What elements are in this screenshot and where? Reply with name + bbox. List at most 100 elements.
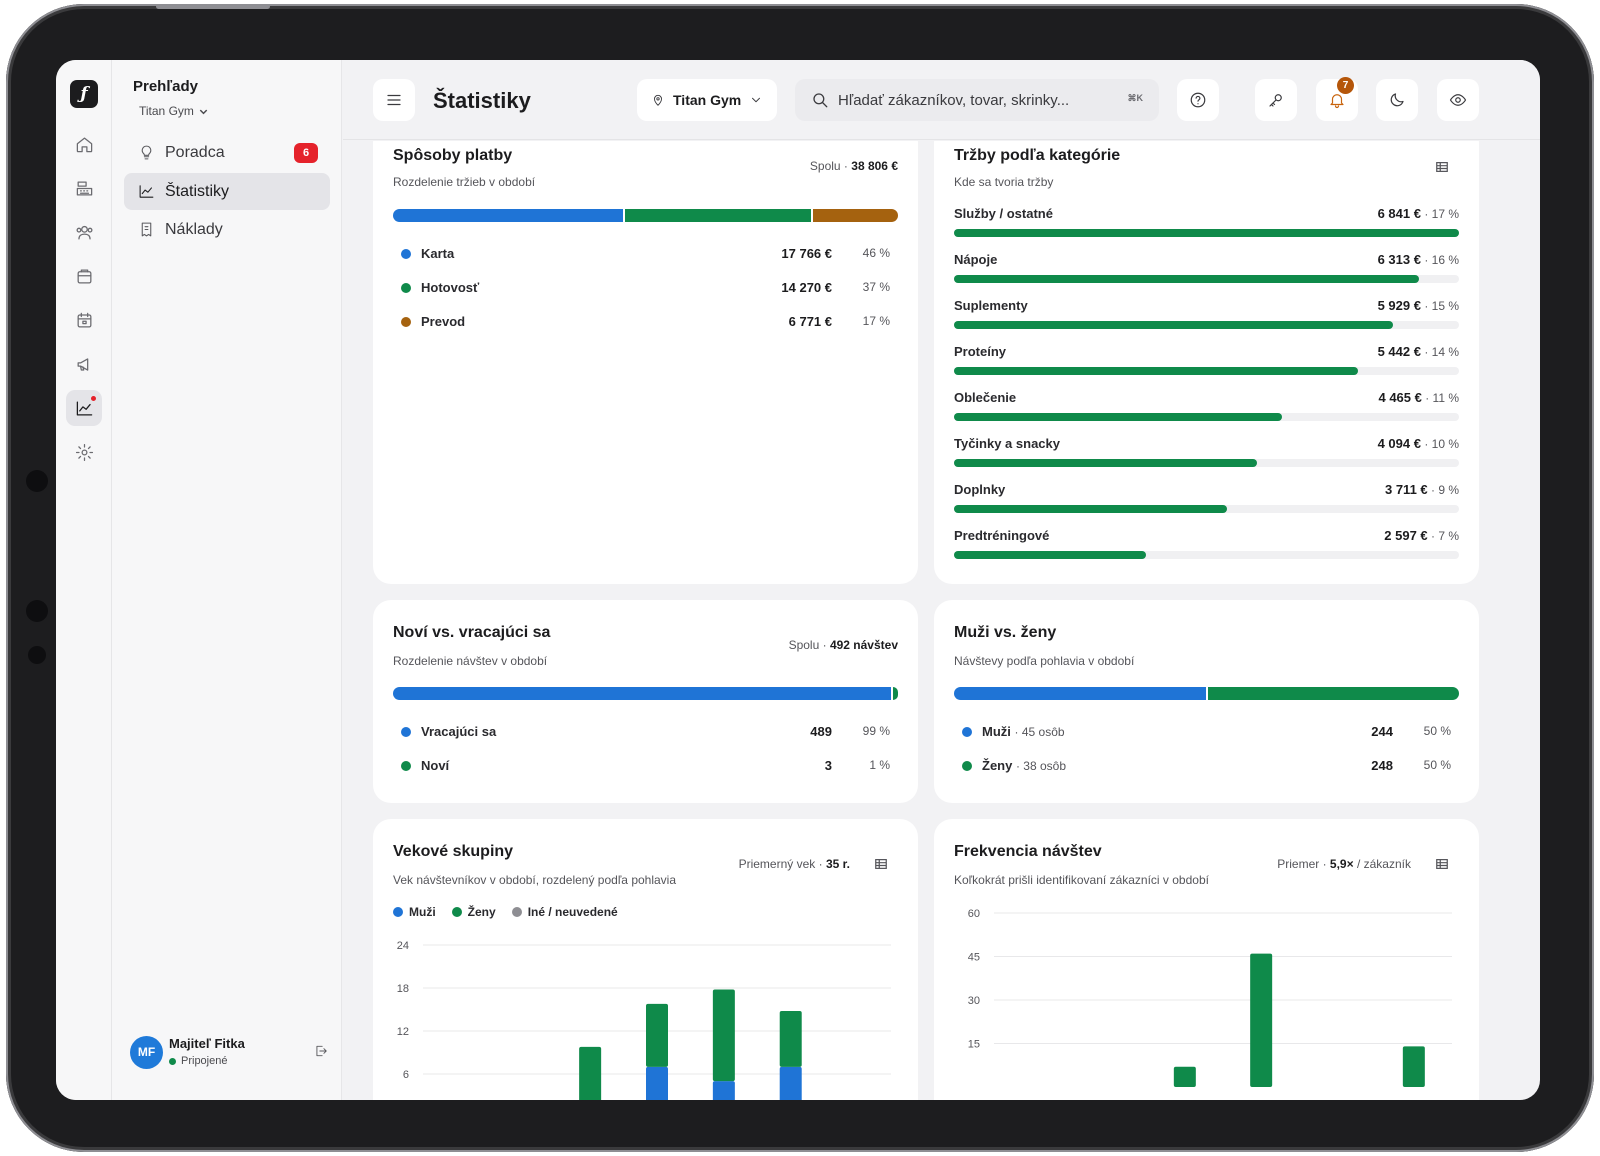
notifications-button[interactable]: 7 [1316, 77, 1358, 121]
legend-row: Vracajúci sa 489 99 % [401, 722, 890, 742]
payment-segment-hotovost [625, 209, 811, 222]
shortcut-hint: ⌘K [1127, 93, 1144, 103]
gym-switcher[interactable]: Titan Gym [139, 104, 209, 118]
category-bar-fill [954, 229, 1459, 237]
legend-dot [511, 907, 522, 917]
legend-value: 3 [824, 758, 832, 773]
calendar-icon[interactable] [66, 302, 102, 338]
meta-value: 35 r. [825, 857, 850, 871]
payments-total: Spolu · 38 806 € [810, 159, 898, 173]
megaphone-icon[interactable] [66, 346, 102, 382]
payment-segment-prevod [812, 209, 898, 222]
legend-row: Hotovosť 14 270 € 37 % [401, 278, 890, 298]
category-amount: 5 442 € · 14 % [1378, 344, 1459, 359]
category-value: 6 841 € [1377, 206, 1421, 221]
legend-item[interactable]: Ženy [451, 905, 496, 919]
y-tick-label: 45 [968, 952, 980, 964]
user-name: Majiteľ Fitka [169, 1036, 245, 1051]
bar [712, 1081, 735, 1100]
table-view-icon[interactable] [874, 857, 888, 871]
category-amount: 6 313 € · 16 % [1378, 252, 1459, 267]
key-icon [1269, 94, 1282, 107]
table-view-icon[interactable] [1435, 160, 1449, 174]
legend-label: Prevod [421, 314, 466, 329]
statistics-icon[interactable] [66, 390, 102, 426]
menu-button[interactable] [373, 79, 415, 121]
gym-name: Titan Gym [139, 104, 194, 118]
products-icon[interactable] [66, 258, 102, 294]
category-amount: 4 465 € · 11 % [1378, 390, 1459, 405]
legend-percent: 37 % [862, 280, 890, 294]
people-count: · 38 osôb [1015, 759, 1067, 773]
moon-icon [1390, 93, 1404, 107]
card-title: Vekové skupiny [393, 843, 514, 860]
category-bar-fill [954, 505, 1227, 513]
legend-percent: 1 % [869, 758, 890, 772]
legend-value: 489 [810, 724, 832, 739]
legend-dot [393, 907, 403, 917]
legend-dot [401, 761, 411, 771]
category-value: 5 442 € [1377, 344, 1421, 359]
legend-value: 17 766 € [781, 246, 832, 261]
legend-dot [401, 727, 411, 737]
category-percent: · 15 % [1424, 299, 1459, 313]
category-bar-track [954, 551, 1459, 559]
sidebar-item-statistiky[interactable]: Štatistiky [124, 173, 330, 210]
category-value: 5 929 € [1377, 298, 1421, 313]
unread-dot [90, 395, 97, 402]
settings-gear-icon[interactable] [66, 434, 102, 470]
customers-icon[interactable] [66, 214, 102, 250]
search-input[interactable]: Hľadať zákazníkov, tovar, skrinky... ⌘K [795, 79, 1159, 121]
sidebar-item-naklady[interactable]: Náklady [124, 211, 330, 248]
app-screen: ƒ Prehľady Titan Gym Poradca 6 Štatistik… [56, 60, 1540, 1100]
legend-value: 244 [1371, 724, 1393, 739]
bar [779, 1066, 802, 1100]
age-groups-chart: 24 18 12 6 [397, 940, 891, 1100]
legend-dot [401, 249, 411, 259]
bell-icon [1330, 94, 1344, 109]
y-tick-label: 24 [397, 940, 409, 952]
search-placeholder: Hľadať zákazníkov, tovar, skrinky... [838, 91, 1070, 109]
dark-mode-button[interactable] [1376, 79, 1418, 121]
legend-percent: 46 % [862, 246, 890, 260]
meta-label: Priemerný vek · [738, 857, 823, 871]
legend-row: Noví 3 1 % [401, 756, 890, 776]
legend-label: Karta [421, 246, 455, 261]
home-icon[interactable] [66, 126, 102, 162]
legend-row: Muži · 45 osôb 244 50 % [962, 722, 1451, 742]
card-subtitle: Rozdelenie návštev v období [393, 654, 548, 668]
avatar[interactable]: MF [130, 1036, 163, 1069]
category-percent: · 14 % [1424, 345, 1459, 359]
logout-icon[interactable] [314, 1044, 330, 1060]
category-name: Oblečenie [954, 390, 1017, 405]
legend-item[interactable]: Iné / neuvedené [511, 905, 618, 919]
card-title: Spôsoby platby [393, 147, 513, 164]
sidebar-item-poradca[interactable]: Poradca 6 [124, 134, 330, 171]
table-view-icon[interactable] [1435, 857, 1449, 871]
visibility-button[interactable] [1437, 79, 1479, 121]
visits-segment-new [892, 687, 898, 700]
legend-percent: 99 % [862, 724, 890, 738]
legend-item[interactable]: Muži [393, 905, 436, 919]
sidebar-title: Prehľady [133, 78, 198, 95]
help-button[interactable] [1177, 79, 1219, 121]
category-bar-track [954, 321, 1459, 329]
legend-label: Noví [421, 758, 450, 773]
location-selector[interactable]: Titan Gym [637, 79, 777, 121]
y-tick-label: 12 [397, 1026, 409, 1038]
meta-value: 5,9× [1329, 857, 1354, 871]
legend-label: Ženy · 38 osôb [982, 758, 1066, 773]
category-amount: 4 094 € · 10 % [1378, 436, 1459, 451]
meta-suffix: / zákazník [1356, 857, 1411, 871]
y-tick-label: 15 [968, 1039, 980, 1051]
cash-register-icon[interactable] [66, 170, 102, 206]
key-button[interactable] [1255, 79, 1297, 121]
visits-stack-bar [393, 687, 898, 700]
visits-segment-returning [393, 687, 891, 700]
page-title: Štatistiky [433, 88, 531, 113]
app-logo[interactable]: ƒ [70, 80, 98, 108]
eye-icon [1449, 94, 1467, 106]
icon-rail: ƒ [56, 60, 112, 1100]
gender-stack-bar [954, 687, 1459, 700]
legend-dot [962, 761, 972, 771]
